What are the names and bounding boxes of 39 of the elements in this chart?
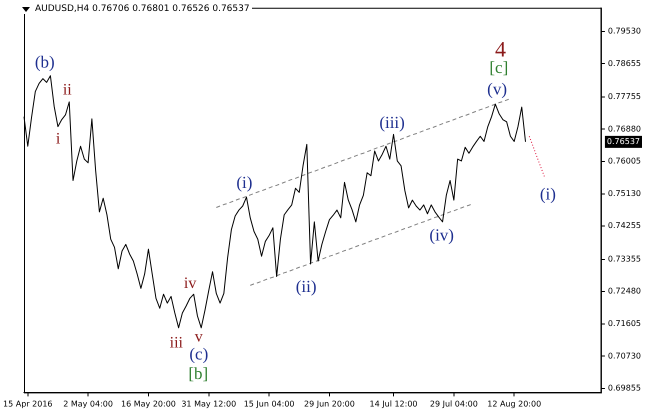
x-tick-label: 14 Jul 12:00: [370, 399, 418, 408]
annotation: [b]: [188, 364, 208, 384]
y-tick-label: 0.74255: [608, 221, 642, 230]
annotation: iv: [184, 274, 196, 292]
line-series: [216, 98, 511, 208]
annotation: (iv): [429, 226, 454, 245]
y-tick-label: 0.75130: [608, 188, 642, 198]
x-tick-label: 2 May 04:00: [63, 399, 113, 408]
x-tick-label: 31 May 12:00: [181, 399, 236, 408]
annotation: (i): [236, 173, 252, 192]
annotation: (v): [487, 80, 507, 99]
annotation: iii: [170, 334, 184, 352]
y-tick-label: 0.76005: [608, 156, 642, 166]
y-tick-label: 0.76880: [608, 124, 642, 134]
y-tick-label: 0.71605: [608, 319, 642, 328]
y-tick-label: 0.77755: [608, 92, 642, 102]
text: 0.76537: [606, 136, 640, 146]
y-tick-label: 0.78655: [608, 58, 642, 68]
x-tick-label: 29 Jul 04:00: [430, 399, 478, 408]
y-tick-label: 0.70730: [608, 351, 642, 360]
y-tick-label: 0.73355: [608, 254, 642, 264]
annotation: i: [56, 130, 61, 148]
y-tick-label: 0.72480: [608, 286, 642, 296]
x-tick-label: 16 May 20:00: [121, 399, 176, 408]
annotation: ii: [62, 81, 72, 98]
annotation: (iii): [379, 113, 405, 132]
line-series: [528, 136, 545, 177]
chart-title: AUDUSD,H4 0.76706 0.76801 0.76526 0.76537: [35, 4, 250, 14]
annotation: (ii): [296, 276, 317, 296]
annotation: (c): [189, 344, 208, 364]
x-tick-label: 15 Jun 04:00: [244, 399, 295, 408]
y-tick-label: 0.79530: [608, 26, 642, 36]
annotation: (b): [34, 52, 55, 72]
y-tick-label: 0.69855: [608, 384, 642, 393]
x-tick-label: 15 Apr 2016: [3, 399, 53, 408]
annotation: (i): [540, 184, 556, 204]
x-tick-label: 12 Aug 20:00: [487, 399, 542, 408]
annotation: v: [194, 328, 203, 346]
x-tick-label: 29 Jun 20:00: [304, 399, 355, 408]
